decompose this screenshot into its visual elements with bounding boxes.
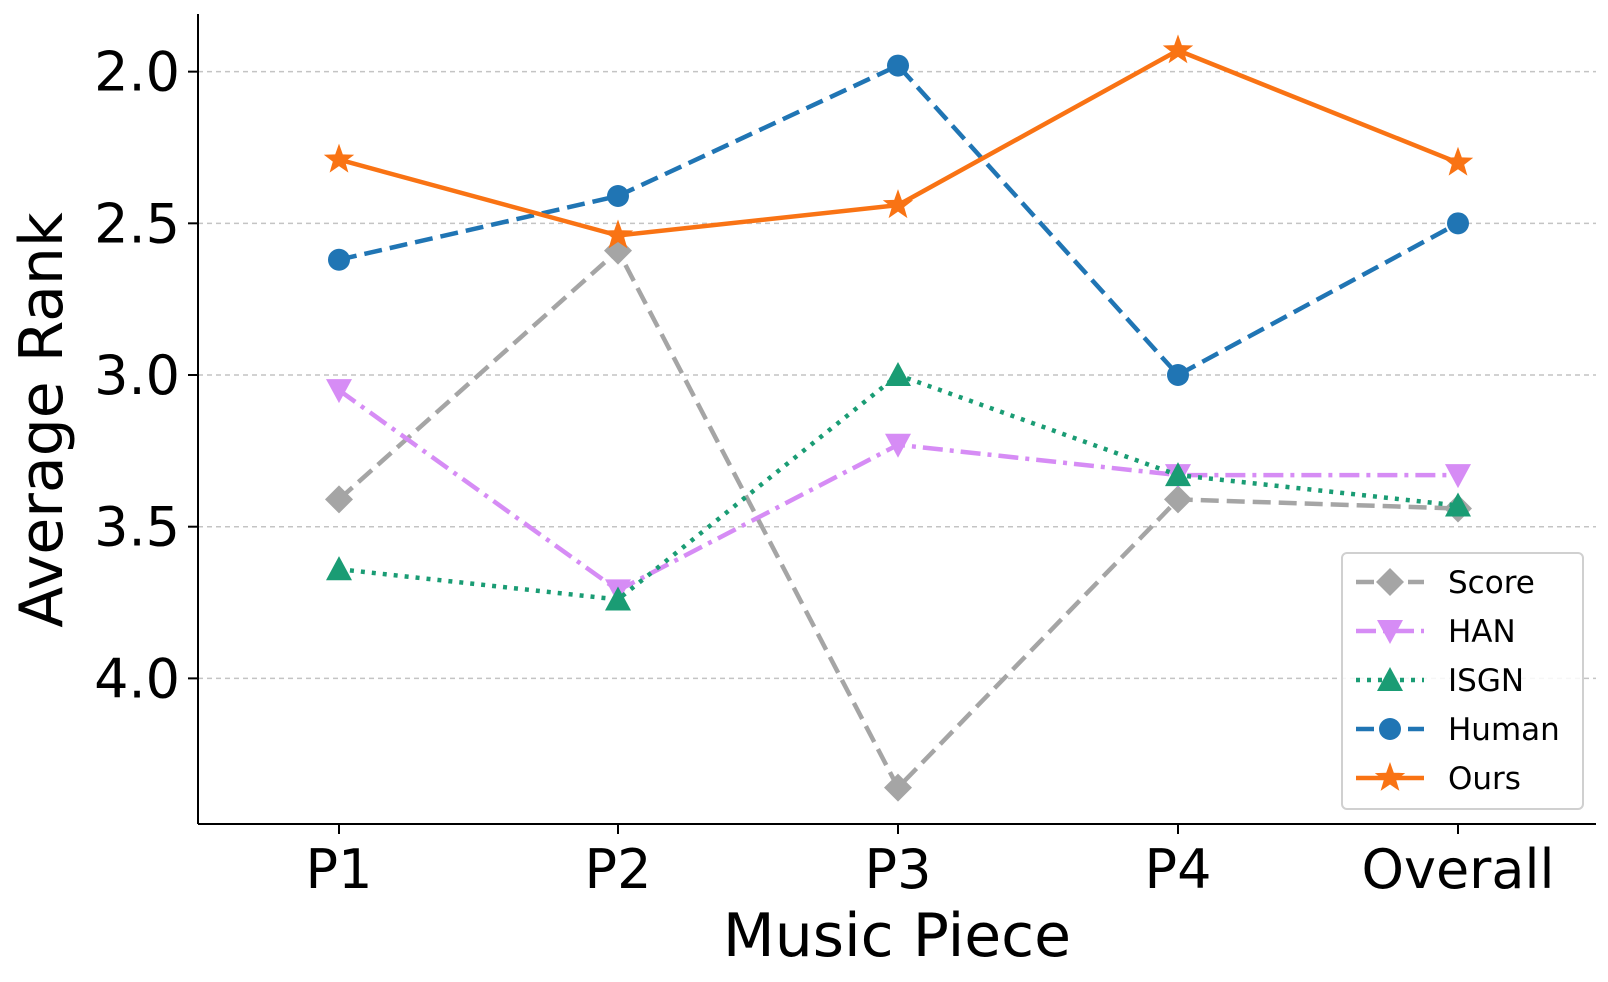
legend-box: [1341, 552, 1584, 810]
data-point-ours: [323, 143, 355, 173]
data-point-human: [328, 248, 350, 271]
series-line-score: [337, 248, 1459, 790]
legend-label: Ours: [1448, 761, 1521, 797]
series-line-isgn: [338, 372, 1459, 602]
series-han: [326, 379, 1471, 604]
data-point-ours: [1442, 146, 1474, 176]
x-tick-label: P2: [585, 838, 652, 901]
legend-item-isgn: ISGN: [1356, 663, 1524, 699]
data-point-score: [325, 485, 353, 514]
y-tick-label: 2.5: [94, 192, 180, 255]
legend-label: Score: [1448, 565, 1535, 601]
x-ticks: P1 P2 P3 P4 Overall: [306, 824, 1555, 901]
series-line-han: [337, 388, 1458, 593]
y-axis-title: Average Rank: [7, 212, 77, 628]
series-isgn: [326, 362, 1471, 611]
legend-label: ISGN: [1448, 663, 1524, 699]
series-score: [325, 236, 1472, 802]
data-point-ours: [1162, 34, 1194, 64]
data-point-ours: [602, 219, 634, 249]
y-tick-label: 3.5: [94, 496, 180, 559]
data-point-han: [326, 379, 352, 404]
x-axis-title: Music Piece: [723, 901, 1071, 971]
data-point-ours: [882, 189, 914, 219]
legend-item-human: Human: [1356, 712, 1560, 748]
legend-label: HAN: [1448, 614, 1516, 650]
legend-item-score: Score: [1356, 565, 1535, 601]
data-point-human: [1167, 364, 1189, 387]
y-ticks: 2.0 2.5 3.0 3.5 4.0: [94, 41, 198, 710]
data-point-isgn: [1445, 492, 1471, 517]
data-point-human: [607, 185, 629, 208]
x-tick-label: Overall: [1362, 838, 1555, 901]
x-tick-label: P4: [1145, 838, 1212, 901]
legend-marker: [1374, 762, 1406, 791]
x-tick-label: P1: [306, 838, 373, 901]
legend-label: Human: [1448, 712, 1560, 748]
series-line-human: [338, 63, 1460, 378]
legend-marker: [1377, 619, 1403, 644]
data-point-human: [1447, 212, 1469, 235]
data-point-isgn: [326, 556, 352, 581]
x-tick-label: P3: [865, 838, 932, 901]
legend-item-han: HAN: [1356, 614, 1516, 650]
y-tick-label: 2.0: [94, 41, 180, 104]
data-point-han: [885, 433, 911, 458]
legend: Score HAN ISGN Human Ours: [1341, 552, 1584, 810]
series-layer: [323, 34, 1474, 802]
y-tick-label: 3.0: [94, 344, 180, 407]
series-human: [328, 54, 1469, 387]
data-point-isgn: [885, 362, 911, 387]
y-tick-label: 4.0: [94, 647, 180, 710]
legend-marker: [1377, 667, 1403, 692]
legend-marker: [1376, 568, 1404, 596]
legend-item-ours: Ours: [1356, 761, 1521, 797]
data-point-isgn: [605, 586, 631, 611]
data-point-han: [1445, 464, 1471, 489]
data-point-human: [887, 54, 909, 77]
series-ours: [323, 34, 1474, 249]
data-point-score: [1164, 485, 1192, 514]
data-point-isgn: [1165, 462, 1191, 487]
data-point-score: [884, 773, 912, 802]
legend-marker: [1379, 718, 1401, 740]
